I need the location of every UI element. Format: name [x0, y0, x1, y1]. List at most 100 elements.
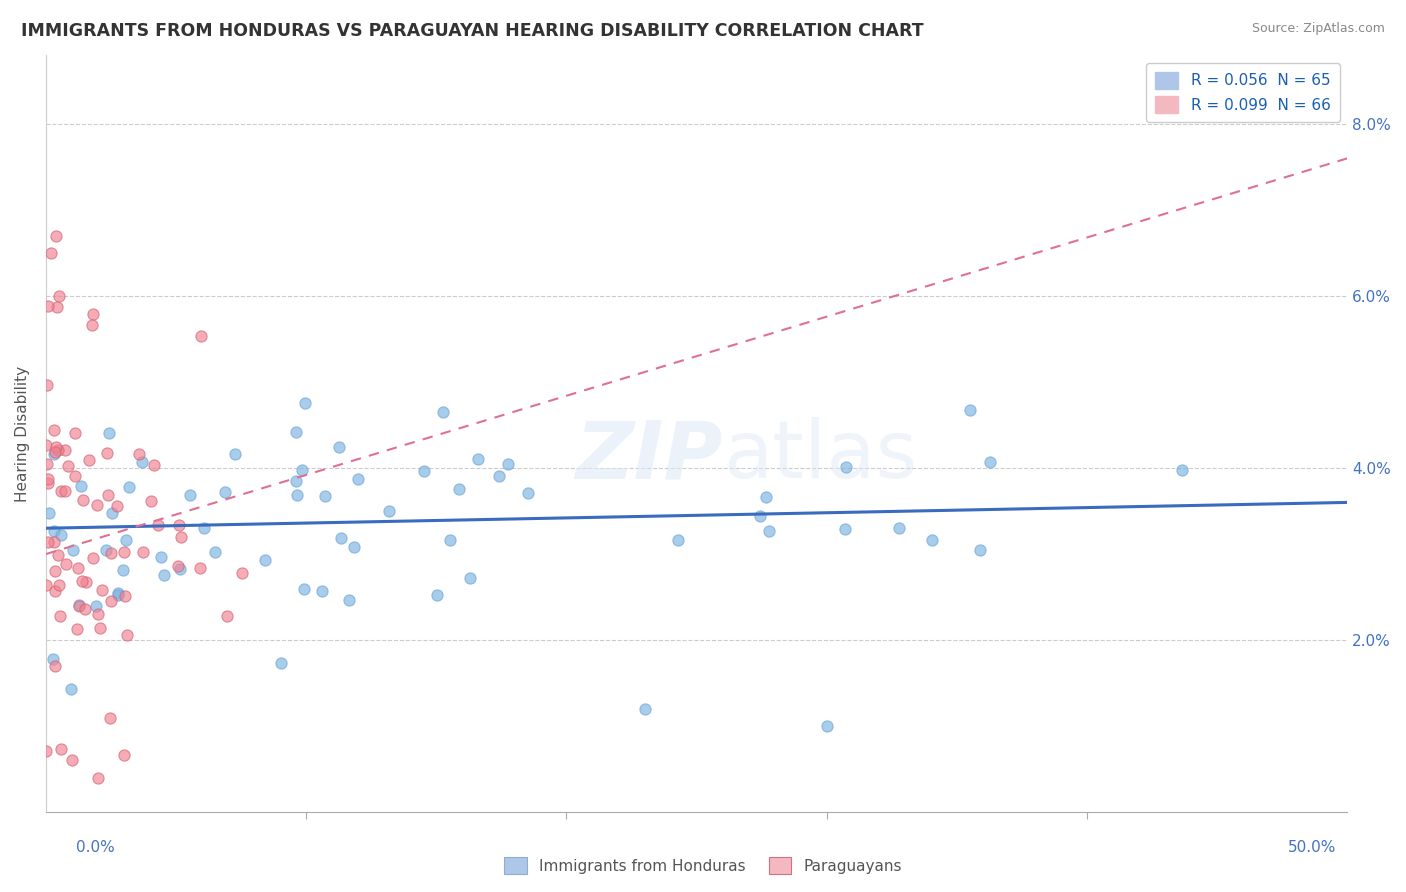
Point: [60, 754, 83, 768]
Point: [294, 395, 316, 409]
Point: [887, 521, 910, 535]
Point: [73, 602, 96, 616]
Point: [169, 562, 191, 576]
Point: [53, 443, 76, 458]
Point: [66, 561, 89, 575]
Point: [107, 586, 129, 600]
Point: [314, 489, 336, 503]
Point: [141, 494, 163, 508]
Point: [87, 607, 110, 621]
Legend: Immigrants from Honduras, Paraguayans: Immigrants from Honduras, Paraguayans: [498, 851, 908, 880]
Point: [214, 485, 236, 500]
Point: [49, 483, 72, 498]
Point: [921, 533, 943, 547]
Point: [193, 521, 215, 535]
Point: [285, 488, 308, 502]
Point: [328, 440, 350, 454]
Point: [330, 531, 353, 545]
Point: [87, 771, 110, 785]
Point: [153, 568, 176, 582]
Point: [65, 468, 87, 483]
Point: [377, 504, 399, 518]
Point: [270, 656, 292, 670]
Point: [170, 531, 193, 545]
Point: [969, 543, 991, 558]
Point: [53, 483, 76, 498]
Point: [100, 594, 122, 608]
Point: [90, 583, 112, 598]
Point: [815, 719, 838, 733]
Point: [44, 658, 66, 673]
Point: [115, 533, 138, 548]
Point: [167, 517, 190, 532]
Point: [412, 464, 434, 478]
Point: [488, 469, 510, 483]
Point: [44, 447, 66, 461]
Point: [959, 403, 981, 417]
Point: [131, 455, 153, 469]
Point: [46, 443, 69, 458]
Point: [86, 498, 108, 512]
Point: [44, 445, 66, 459]
Point: [100, 507, 122, 521]
Point: [204, 545, 226, 559]
Point: [749, 508, 772, 523]
Point: [35, 377, 58, 392]
Point: [58, 458, 80, 473]
Point: [45, 228, 67, 243]
Point: [439, 533, 461, 548]
Point: [132, 545, 155, 559]
Point: [114, 589, 136, 603]
Point: [77, 453, 100, 467]
Point: [188, 561, 211, 575]
Point: [112, 747, 135, 762]
Point: [42, 651, 65, 665]
Point: [253, 553, 276, 567]
Point: [49, 527, 72, 541]
Point: [1171, 463, 1194, 477]
Point: [49, 741, 72, 756]
Point: [343, 540, 366, 554]
Point: [66, 623, 89, 637]
Point: [44, 564, 66, 578]
Text: IMMIGRANTS FROM HONDURAS VS PARAGUAYAN HEARING DISABILITY CORRELATION CHART: IMMIGRANTS FROM HONDURAS VS PARAGUAYAN H…: [21, 22, 924, 40]
Point: [48, 578, 70, 592]
Point: [285, 474, 308, 488]
Point: [35, 438, 58, 452]
Point: [89, 621, 111, 635]
Point: [82, 550, 104, 565]
Point: [37, 472, 59, 486]
Point: [292, 582, 315, 596]
Point: [835, 460, 858, 475]
Point: [72, 493, 94, 508]
Point: [100, 546, 122, 560]
Point: [46, 300, 69, 314]
Point: [35, 578, 58, 592]
Point: [44, 535, 66, 549]
Point: [224, 447, 246, 461]
Point: [118, 480, 141, 494]
Point: [35, 457, 58, 471]
Point: [48, 289, 70, 303]
Point: [70, 479, 93, 493]
Point: [46, 548, 69, 562]
Point: [979, 455, 1001, 469]
Legend: R = 0.056  N = 65, R = 0.099  N = 66: R = 0.056 N = 65, R = 0.099 N = 66: [1146, 62, 1340, 122]
Point: [112, 545, 135, 559]
Text: Source: ZipAtlas.com: Source: ZipAtlas.com: [1251, 22, 1385, 36]
Point: [84, 599, 107, 613]
Text: ZIP: ZIP: [575, 417, 723, 495]
Point: [82, 318, 104, 332]
Point: [94, 542, 117, 557]
Y-axis label: Hearing Disability: Hearing Disability: [15, 366, 30, 501]
Point: [447, 482, 470, 496]
Point: [458, 571, 481, 585]
Point: [42, 423, 65, 437]
Point: [215, 608, 238, 623]
Point: [45, 440, 67, 454]
Point: [758, 524, 780, 538]
Point: [35, 744, 58, 758]
Point: [70, 574, 93, 589]
Point: [291, 463, 314, 477]
Point: [231, 566, 253, 581]
